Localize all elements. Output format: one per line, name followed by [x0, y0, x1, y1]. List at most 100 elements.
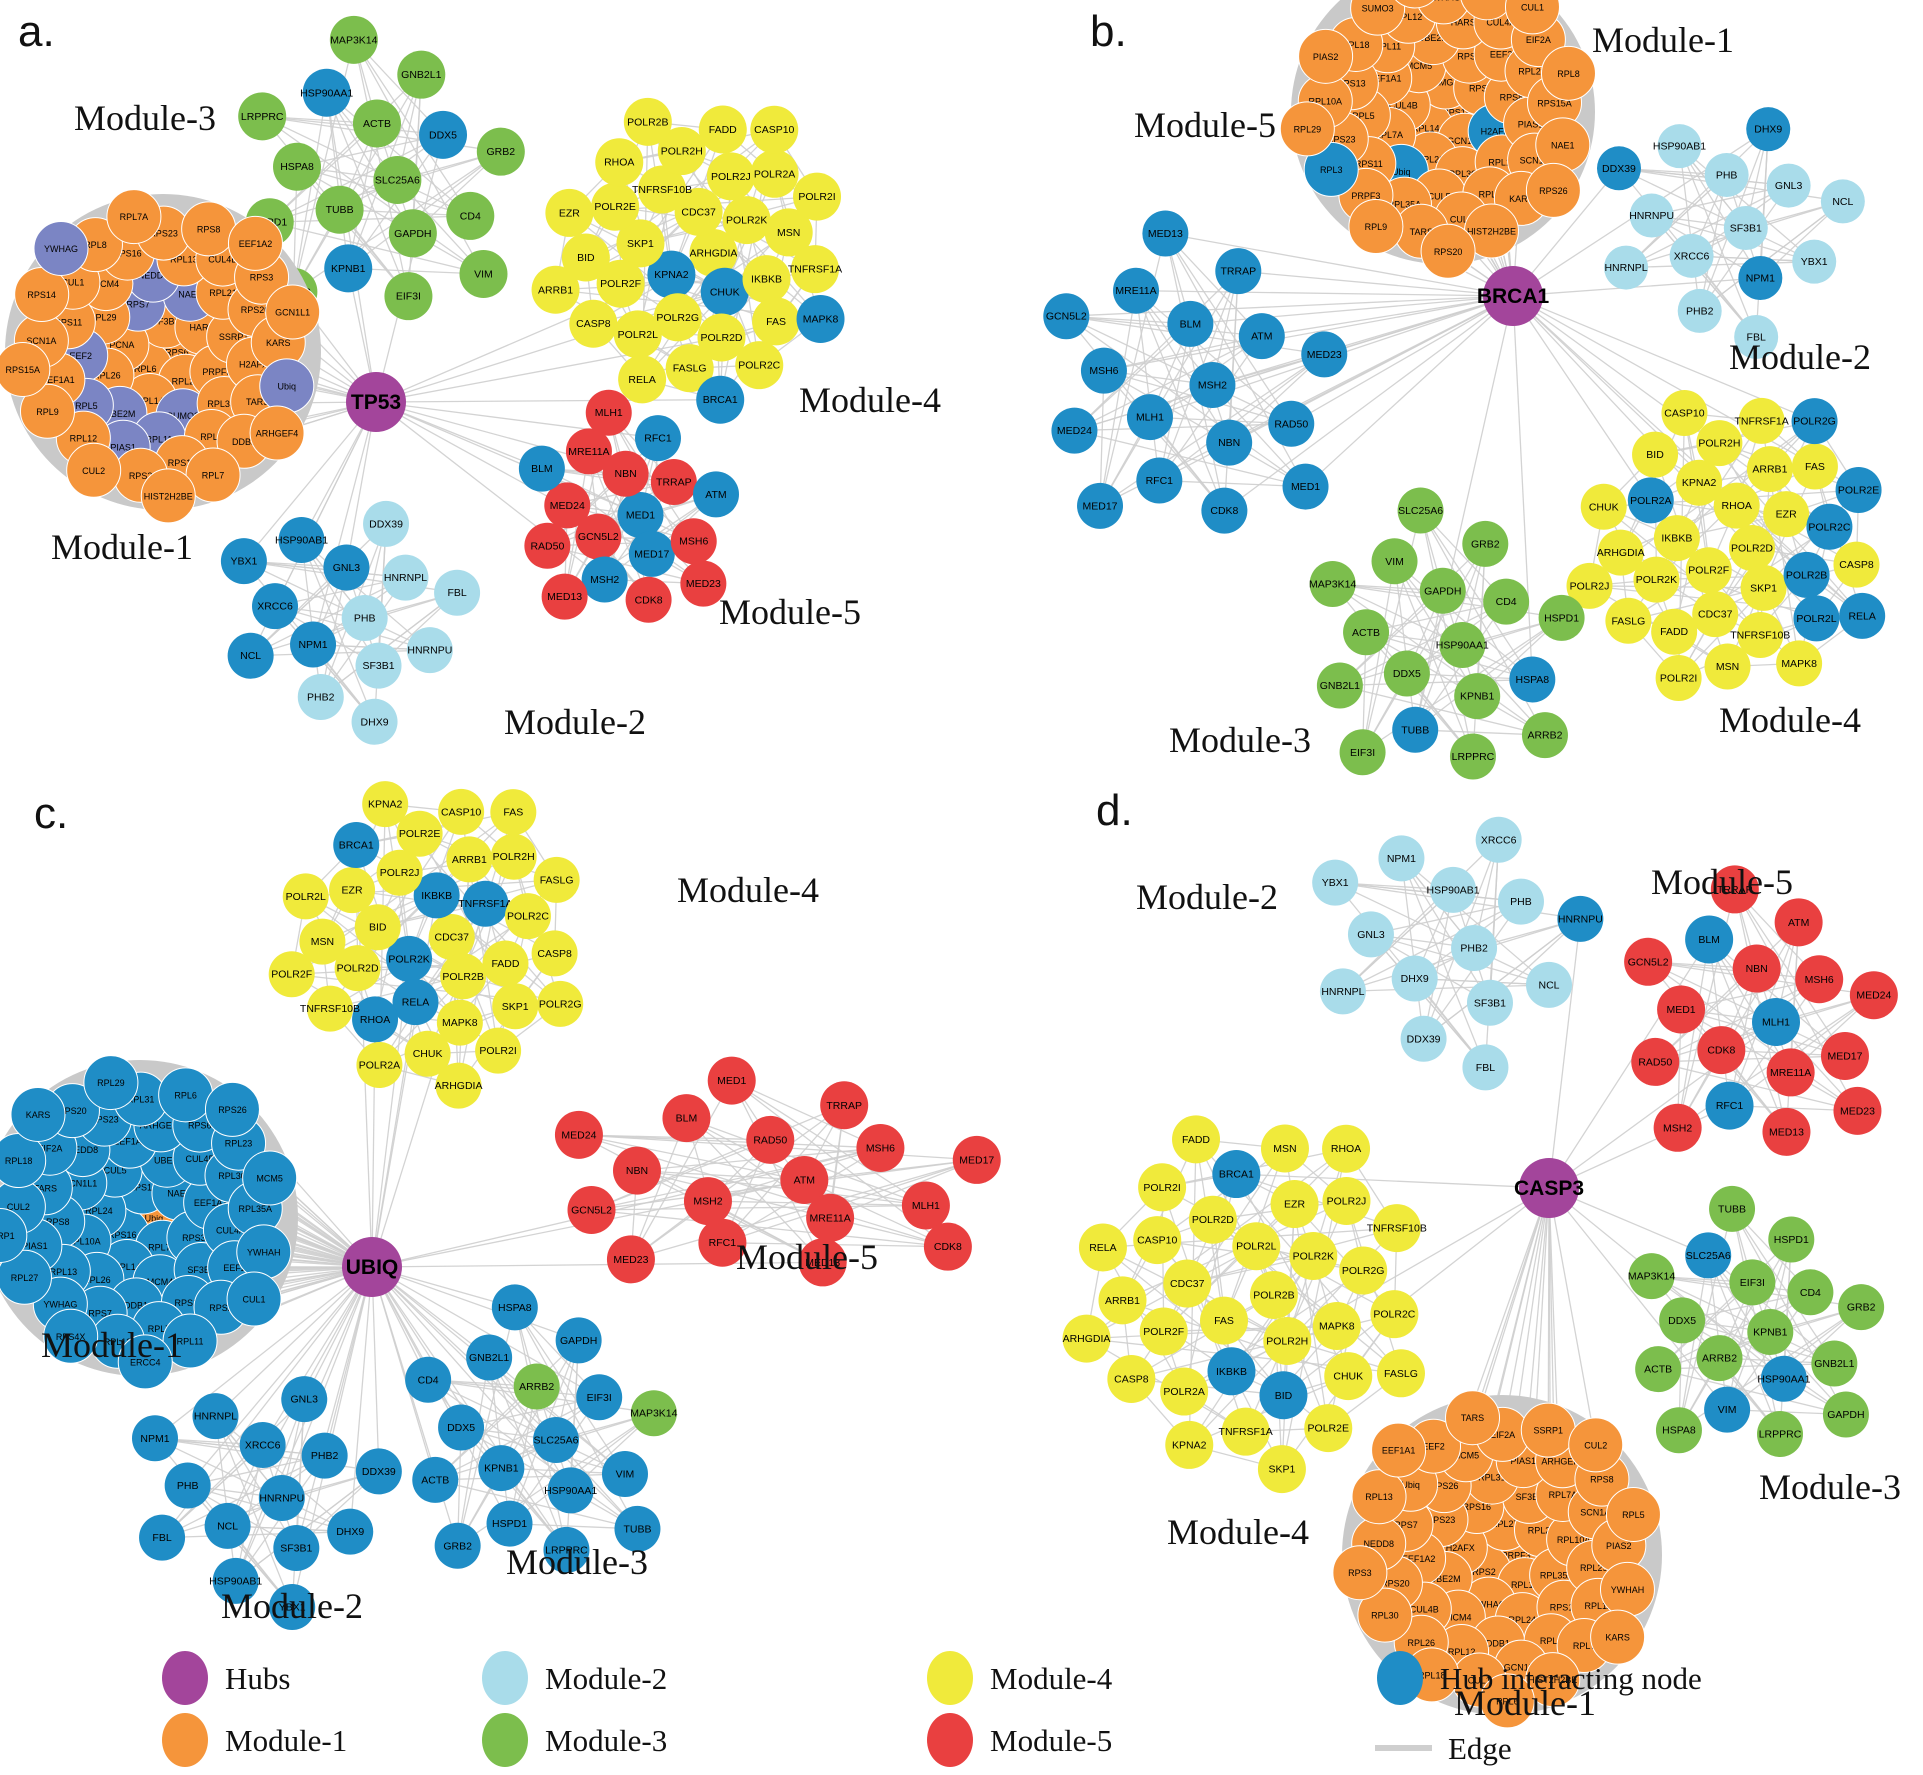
node-XRCC6[interactable] [239, 1421, 286, 1468]
node-POLR2B[interactable] [440, 953, 487, 1000]
node-CDK8[interactable] [1697, 1026, 1746, 1075]
node-GAPDH[interactable] [555, 1317, 602, 1364]
node-PHB[interactable] [1704, 152, 1749, 197]
node-SSRP1[interactable] [0, 1207, 28, 1263]
node-NCL[interactable] [204, 1502, 251, 1549]
node-CHUK[interactable] [1580, 483, 1627, 530]
node-CDC37[interactable] [428, 914, 475, 960]
node-POLR2E[interactable] [1304, 1404, 1353, 1453]
node-HNRNPL[interactable] [1319, 968, 1366, 1015]
node-GCN5L2[interactable] [575, 513, 622, 560]
node-DDX5[interactable] [438, 1404, 485, 1451]
node-POLR2F[interactable] [1139, 1307, 1188, 1356]
node-KPNB1[interactable] [1747, 1309, 1794, 1355]
node-EEF1A1[interactable] [1371, 1422, 1427, 1478]
node-HSPD1[interactable] [1538, 594, 1585, 641]
node-ARHGDIA[interactable] [1062, 1314, 1111, 1363]
node-KPNA2[interactable] [1165, 1420, 1214, 1469]
node-GNB2L1[interactable] [466, 1334, 513, 1381]
node-HSP90AB1[interactable] [1657, 124, 1702, 169]
node-NCL[interactable] [1526, 961, 1573, 1008]
node-POLR2C[interactable] [1370, 1290, 1419, 1339]
node-DDX39[interactable] [1596, 146, 1641, 191]
node-SSRP1[interactable] [1520, 1402, 1576, 1458]
node-ACTB[interactable] [412, 1456, 459, 1503]
node-MAPK8[interactable] [436, 999, 483, 1046]
node-GRB2[interactable] [1462, 520, 1509, 567]
node-CASP10[interactable] [438, 788, 485, 835]
node-FBL[interactable] [434, 569, 481, 616]
node-SF3B1[interactable] [1723, 206, 1768, 250]
node-POLR2H[interactable] [490, 833, 537, 880]
node-MED1[interactable] [1282, 463, 1329, 510]
node-RPL6[interactable] [158, 1067, 214, 1123]
node-MED13[interactable] [1142, 210, 1189, 257]
node-GRB2[interactable] [1838, 1284, 1885, 1331]
node-SF3B1[interactable] [273, 1524, 320, 1571]
node-KPNA2[interactable] [1676, 459, 1723, 506]
node-DDX39[interactable] [355, 1448, 402, 1495]
node-MED13[interactable] [798, 1238, 847, 1287]
node-PIAS2[interactable] [1298, 28, 1354, 84]
node-PHB[interactable] [164, 1462, 211, 1509]
node-GRB2[interactable] [476, 127, 525, 176]
node-CD4[interactable] [1483, 578, 1530, 625]
node-ARRB1[interactable] [446, 836, 493, 883]
node-ARHGDIA[interactable] [1597, 529, 1644, 576]
node-ATM[interactable] [1238, 313, 1285, 360]
node-RPL13[interactable] [1351, 1469, 1407, 1525]
node-CASP8[interactable] [1107, 1354, 1156, 1403]
node-POLR2A[interactable] [1627, 477, 1674, 524]
node-HNRNPL[interactable] [192, 1393, 239, 1440]
node-PHB2[interactable] [301, 1432, 348, 1479]
node-LRPPRC[interactable] [543, 1526, 590, 1573]
node-RPL6[interactable] [1479, 1673, 1535, 1729]
node-RHOA[interactable] [1322, 1124, 1371, 1173]
node-TNFRSF10B[interactable] [1372, 1204, 1421, 1253]
node-HNRNPU[interactable] [1629, 193, 1674, 238]
node-MED24[interactable] [554, 1110, 603, 1159]
node-FAS[interactable] [490, 789, 537, 836]
node-HSP90AA1[interactable] [1760, 1355, 1807, 1402]
node-TRRAP[interactable] [820, 1081, 869, 1130]
node-PHB2[interactable] [1677, 288, 1722, 333]
node-ARHGEF4[interactable] [249, 405, 305, 461]
node-FAS[interactable] [752, 297, 801, 346]
node-POLR2E[interactable] [1835, 466, 1882, 513]
node-KPNA2[interactable] [362, 781, 409, 828]
node-EIF3I[interactable] [1339, 729, 1386, 776]
node-RELA[interactable] [1078, 1223, 1127, 1272]
node-MED1[interactable] [1657, 985, 1706, 1034]
node-ARRB2[interactable] [1521, 712, 1568, 759]
node-HNRNPL[interactable] [382, 554, 429, 601]
node-MRE11A[interactable] [1113, 267, 1160, 314]
node-RPL5[interactable] [1605, 1486, 1661, 1542]
node-RAD50[interactable] [1268, 400, 1315, 447]
node-YWHAG[interactable] [33, 220, 89, 276]
node-MED24[interactable] [544, 482, 591, 529]
node-KARS[interactable] [1590, 1609, 1646, 1665]
node-FASLG[interactable] [665, 344, 714, 393]
node-POLR2K[interactable] [386, 935, 433, 982]
node-POLR2G[interactable] [1791, 398, 1838, 445]
node-CD4[interactable] [446, 191, 495, 240]
node-MED1[interactable] [707, 1056, 756, 1105]
node-ARRB1[interactable] [1746, 446, 1793, 493]
node-POLR2I[interactable] [475, 1027, 522, 1074]
node-POLR2G[interactable] [1339, 1246, 1388, 1295]
node-POLR2A[interactable] [750, 149, 799, 198]
node-XRCC6[interactable] [252, 583, 299, 630]
node-LRPPRC[interactable] [1757, 1411, 1804, 1458]
node-MAP3K14[interactable] [1628, 1253, 1675, 1300]
node-RELA[interactable] [392, 979, 439, 1026]
node-LRPPRC[interactable] [238, 92, 287, 141]
node-TNFRSF1A[interactable] [462, 880, 509, 927]
node-CUL1[interactable] [1504, 0, 1560, 35]
node-POLR2F[interactable] [596, 259, 645, 308]
node-RPS20[interactable] [1420, 223, 1476, 279]
node-POLR2L[interactable] [613, 310, 662, 359]
node-CDK8[interactable] [1201, 487, 1248, 534]
node-NBN[interactable] [1732, 944, 1781, 993]
node-POLR2G[interactable] [653, 293, 702, 342]
node-TUBB[interactable] [1392, 706, 1439, 753]
